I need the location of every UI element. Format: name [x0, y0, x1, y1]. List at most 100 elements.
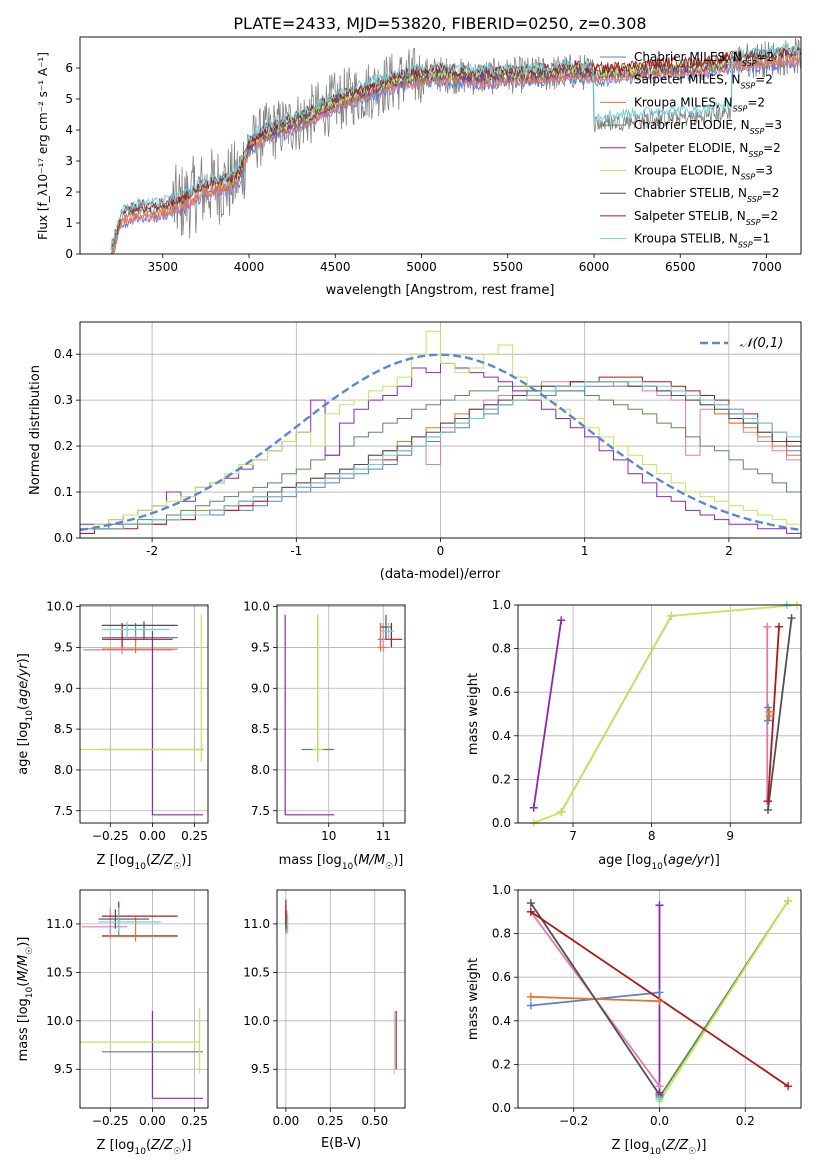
y-tick-label: 0.3: [54, 393, 73, 407]
y-tick-label: 4: [65, 123, 73, 137]
axes-frame: [79, 36, 802, 255]
model-spectrum-line: [111, 55, 801, 254]
plot-area: [110, 38, 801, 254]
model-spectrum-line: [110, 45, 801, 248]
x-tick-label: -1: [290, 544, 302, 558]
plot-area: [80, 330, 801, 534]
axes-mass_vs_EBV: 0.00 0.25 0.50 9.5 10.0 10.5 11.0 E(B-V): [243, 889, 406, 1151]
x-tick-label: 5000: [406, 260, 437, 274]
legend-label: Chabrier STELIB, NSSP=2: [634, 186, 779, 204]
weight-marker: [667, 611, 676, 620]
y-tick-label: 1.0: [492, 598, 511, 612]
y-tick-label: 10.0: [243, 1014, 270, 1028]
x-axis-label: E(B-V): [321, 1136, 361, 1151]
axes-frame: [79, 604, 209, 824]
axes-massweight_vs_Z: −0.2 0.0 0.2 0.0 0.2 0.4 0.6 0.8 1.0 Z [log10(Z/Z…: [466, 883, 802, 1157]
y-tick-label: 5: [65, 92, 73, 106]
plot-area: [80, 901, 203, 1099]
y-tick-label: 10.5: [46, 965, 73, 979]
axes-mass_vs_Z: −0.25 0.00 0.25 9.5 10.0 10.5 11.0 Z [log10(Z/Z…: [16, 889, 209, 1157]
plot-area: [532, 605, 798, 823]
y-tick-label: 0.4: [54, 347, 73, 361]
y-tick-label: 8.0: [251, 763, 270, 777]
y-tick-label: 9.0: [54, 681, 73, 695]
x-tick-label: 4000: [234, 260, 265, 274]
y-tick-label: 10.5: [243, 965, 270, 979]
y-tick-label: 9.5: [251, 1062, 270, 1076]
x-tick-label: −0.25: [92, 829, 129, 843]
weight-marker: [763, 622, 772, 631]
y-tick-label: 0.1: [54, 485, 73, 499]
y-tick-label: 1: [65, 216, 73, 230]
x-axis-label: (data-model)/error: [380, 567, 501, 582]
y-tick-label: 0.0: [492, 1101, 511, 1115]
plot-area: [80, 614, 203, 816]
weight-marker: [763, 805, 772, 814]
x-tick-label: 1: [581, 544, 589, 558]
weight-marker: [526, 899, 535, 908]
y-tick-label: 2: [65, 185, 73, 199]
normal-curve-line: [80, 353, 801, 532]
x-tick-label: 10: [321, 829, 336, 843]
y-tick-label: 9.5: [54, 1062, 73, 1076]
weight-marker: [529, 803, 538, 812]
weight-marker: [655, 988, 664, 997]
x-axis-label: Z [log10(Z/Z☉)]: [97, 853, 192, 872]
axes-spectrum: 3500 4000 4500 5000 5500 6000 6500 7000 0 1 2 3 4 5 6 C…: [36, 36, 802, 298]
axes-age_vs_mass: 10 11 7.5 8.0 8.5 9.0 9.5 10.0 mass [log10(M/M☉)…: [243, 600, 406, 872]
y-tick-label: 0.4: [492, 1014, 511, 1028]
x-tick-label: 0.2: [736, 1114, 755, 1128]
legend-label: Kroupa MILES, NSSP=2: [634, 95, 765, 113]
legend-label: Chabrier MILES, NSSP=2: [634, 50, 774, 68]
x-tick-label: −0.2: [559, 1114, 588, 1128]
x-axis-label: mass [log10(M/M☉)]: [279, 853, 404, 872]
axes-age_vs_Z: −0.25 0.00 0.25 7.5 8.0 8.5 9.0 9.5 10.0 Z [log10…: [16, 600, 209, 872]
weight-marker: [763, 797, 772, 806]
x-tick-label: 4500: [320, 260, 351, 274]
y-tick-label: 3: [65, 154, 73, 168]
x-tick-label: 2: [725, 544, 733, 558]
x-tick-label: 0.00: [139, 1114, 166, 1128]
weight-marker: [784, 1082, 793, 1091]
x-tick-label: 0: [437, 544, 445, 558]
legend-label: Salpeter MILES, NSSP=2: [634, 73, 773, 91]
weight-line: [530, 902, 661, 1096]
x-tick-label: 9: [726, 829, 734, 843]
weight-marker: [763, 716, 772, 725]
model-spectrum-line: [110, 42, 801, 251]
weight-line: [533, 605, 798, 823]
x-tick-label: 5500: [492, 260, 523, 274]
x-tick-label: 0.00: [139, 829, 166, 843]
x-tick-label: 11: [376, 829, 391, 843]
weight-marker: [557, 808, 566, 817]
figure-title: PLATE=2433, MJD=53820, FIBERID=0250, z=0…: [233, 14, 646, 33]
y-tick-label: 0.8: [492, 642, 511, 656]
x-tick-label: 0.25: [181, 1114, 208, 1128]
x-tick-label: 8: [648, 829, 656, 843]
axes-frame: [79, 321, 802, 539]
weight-marker: [655, 901, 664, 910]
axes-frame: [276, 604, 406, 824]
weight-marker: [526, 992, 535, 1001]
x-axis-label: wavelength [Angstrom, rest frame]: [326, 283, 555, 298]
x-tick-label: 3500: [148, 260, 179, 274]
x-tick-label: 7: [569, 829, 577, 843]
axes-frame: [79, 889, 209, 1109]
y-tick-label: 8.0: [54, 763, 73, 777]
x-tick-label: -2: [146, 544, 158, 558]
legend-label: Salpeter STELIB, NSSP=2: [634, 209, 778, 227]
x-tick-label: 7000: [751, 260, 782, 274]
y-axis-label: mass weight: [466, 673, 481, 755]
x-axis-label: age [log10(age/yr)]: [598, 853, 720, 872]
y-tick-label: 9.0: [251, 681, 270, 695]
x-tick-label: 0.50: [361, 1114, 388, 1128]
y-tick-label: 0.8: [492, 927, 511, 941]
y-tick-label: 0.6: [492, 685, 511, 699]
plot-area: [285, 899, 397, 1075]
x-tick-label: 6000: [579, 260, 610, 274]
y-tick-label: 7.5: [54, 804, 73, 818]
weight-line: [658, 900, 789, 1102]
weight-line: [767, 617, 793, 811]
y-axis-label: Flux [f_λ10⁻¹⁷ erg cm⁻² s⁻¹ A⁻¹]: [36, 52, 50, 240]
weight-marker: [655, 997, 664, 1006]
